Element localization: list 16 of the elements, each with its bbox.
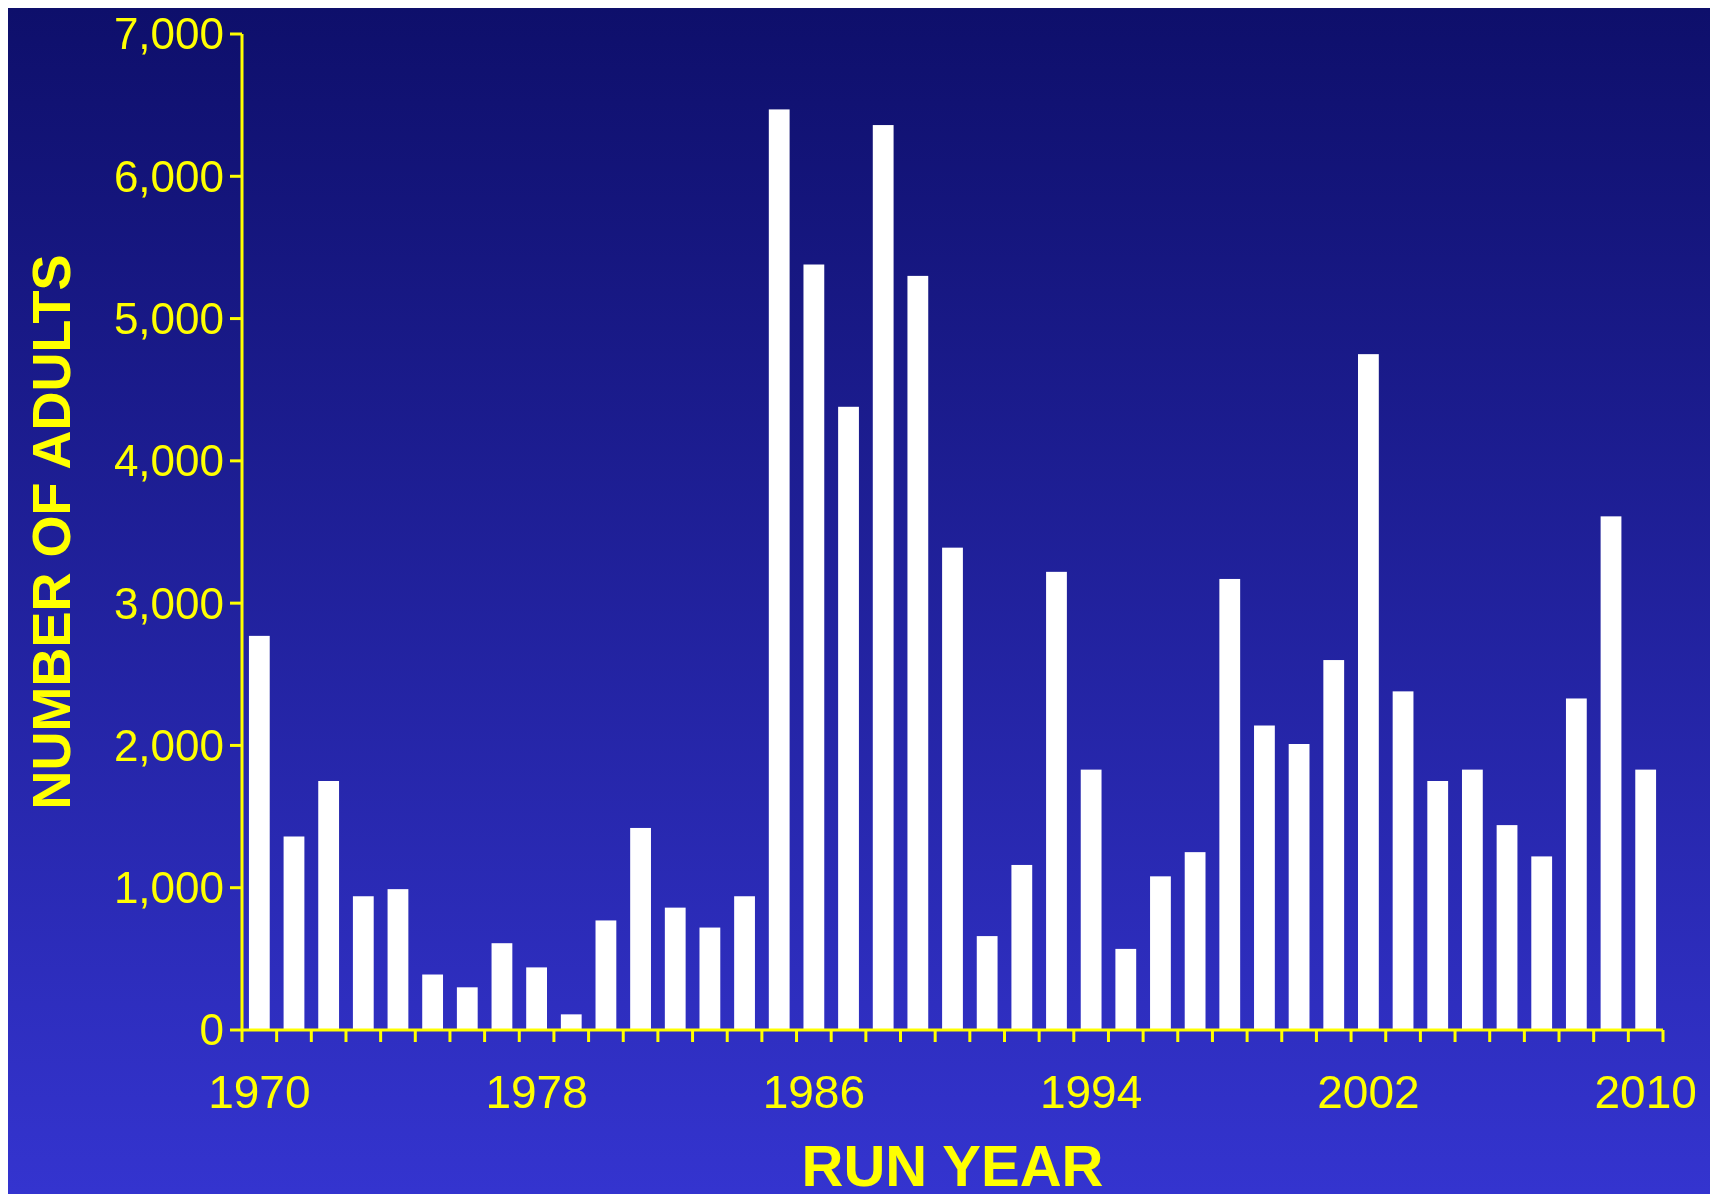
y-tick-label: 2,000 — [113, 720, 224, 770]
y-tick-label: 4,000 — [113, 436, 224, 486]
y-tick-label: 3,000 — [113, 578, 224, 628]
x-tick-label: 1994 — [1039, 1066, 1143, 1118]
x-tick-label: 1970 — [208, 1066, 311, 1118]
y-tick-label: 6,000 — [113, 151, 224, 201]
x-tick-label: 2010 — [1594, 1066, 1697, 1118]
x-tick-label: 1986 — [762, 1066, 866, 1118]
y-axis-title: NUMBER OF ADULTS — [21, 254, 81, 810]
y-tick-label: 5,000 — [113, 293, 224, 343]
y-tick-label: 7,000 — [113, 9, 224, 59]
y-tick-label: 0 — [199, 1005, 224, 1055]
x-tick-label: 1978 — [485, 1066, 588, 1118]
x-tick-label: 2002 — [1317, 1066, 1420, 1118]
y-tick-label: 1,000 — [113, 863, 224, 913]
x-axis-title: RUN YEAR — [801, 1133, 1104, 1198]
